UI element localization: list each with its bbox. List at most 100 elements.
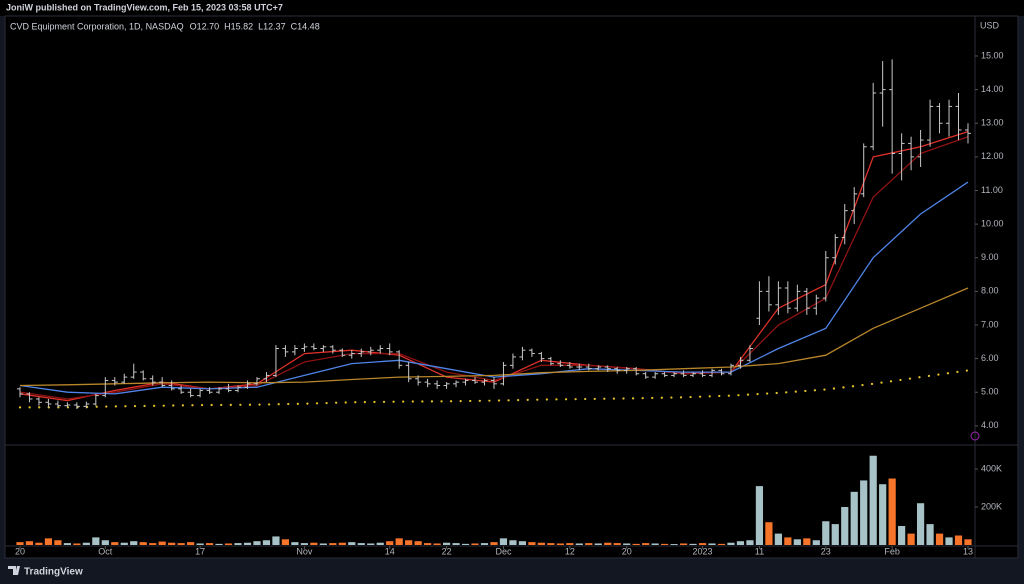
volume-bar (916, 503, 925, 545)
volume-bar (329, 543, 337, 545)
volume-bar (300, 543, 308, 545)
volume-bar (727, 542, 735, 545)
x-tick-label: 20 (622, 546, 632, 556)
volume-bar (187, 542, 195, 545)
y-tick-label: 9.00 (981, 252, 999, 262)
x-tick-label: 20 (15, 546, 25, 556)
logo-icon (8, 566, 20, 575)
publisher-header: JoniW published on TradingView.com, Feb … (6, 2, 283, 12)
volume-bar (566, 543, 574, 545)
volume-bar (16, 542, 24, 545)
volume-bar (367, 543, 375, 545)
footer-logo: TradingView (8, 566, 83, 578)
volume-bar (537, 542, 545, 545)
volume-bar (689, 543, 697, 545)
volume-bar (395, 538, 403, 545)
volume-bar (35, 542, 43, 545)
volume-bar (424, 543, 432, 545)
volume-bar (376, 542, 384, 545)
volume-bar (954, 535, 963, 545)
volume-bar (471, 543, 479, 545)
volume-bar (149, 543, 157, 545)
y-tick-label: 15.00 (981, 50, 1004, 60)
volume-bar (784, 537, 792, 545)
y-tick-label: 10.00 (981, 218, 1004, 228)
volume-bar (717, 543, 726, 545)
volume-bar (556, 543, 564, 545)
volume-bar (879, 484, 887, 545)
volume-bar (518, 541, 527, 545)
volume-bar (63, 543, 71, 545)
x-tick-label: Oct (98, 546, 113, 556)
volume-bar (509, 540, 517, 545)
volume-bar (386, 541, 394, 545)
symbol-legend: CVD Equipment Corporation, 1D, NASDAQ (10, 21, 184, 31)
volume-bar (964, 539, 972, 545)
x-tick-label: 12 (565, 546, 575, 556)
volume-bar (594, 543, 602, 545)
volume-bar (613, 543, 621, 545)
volume-bar (698, 543, 707, 545)
x-tick-label: 2023 (693, 546, 713, 556)
volume-bar (357, 543, 365, 545)
volume-bar (414, 541, 422, 545)
legend-value: O12.70 (190, 21, 220, 31)
volume-bar (812, 540, 820, 545)
volume-bar (120, 542, 128, 545)
y-tick-label: 200K (981, 501, 1002, 511)
volume-bar (348, 542, 356, 545)
volume-bar (623, 543, 631, 545)
volume-bar (405, 540, 413, 545)
x-tick-label: 13 (963, 546, 973, 556)
volume-bar (433, 543, 441, 545)
volume-bar (860, 480, 868, 545)
volume-bar (73, 543, 81, 545)
y-tick-label: 12.00 (981, 151, 1004, 161)
volume-bar (528, 542, 536, 545)
volume-bar (803, 538, 811, 545)
volume-bar (319, 543, 327, 545)
volume-bar (755, 486, 764, 545)
y-tick-label: 400K (981, 463, 1002, 473)
volume-bar (196, 543, 204, 545)
volume-bar (480, 543, 489, 545)
y-tick-label: 4.00 (981, 420, 999, 430)
volume-bar (490, 542, 498, 545)
volume-bar (44, 538, 53, 545)
volume-bar (642, 543, 650, 545)
y-tick-label: 11.00 (981, 185, 1003, 195)
top-bar (0, 0, 1024, 16)
y-tick-label: 5.00 (981, 387, 999, 397)
volume-bar (765, 522, 773, 545)
y-tick-label: 8.00 (981, 286, 999, 296)
volume-bar (92, 537, 100, 545)
volume-bar (547, 543, 555, 545)
footer-brand: TradingView (24, 567, 83, 578)
volume-bar (907, 533, 915, 545)
chart-area (4, 15, 1019, 559)
x-tick-label: 11 (755, 546, 764, 556)
x-tick-label: 22 (442, 546, 452, 556)
x-tick-label: Feb (884, 546, 900, 556)
volume-bar (338, 542, 346, 545)
moving-average-line (19, 287, 969, 387)
volume-bar (101, 540, 109, 545)
volume-bar (158, 541, 166, 545)
y-tick-label: 13.00 (981, 118, 1004, 128)
volume-bar (310, 542, 318, 545)
volume-bar (793, 539, 801, 545)
volume-bar (850, 491, 858, 545)
y-tick-label: 6.00 (981, 353, 999, 363)
x-tick-label: 17 (195, 546, 205, 556)
y-tick-label: 7.00 (981, 319, 999, 329)
volume-bar (651, 543, 659, 545)
volume-bar (632, 543, 640, 545)
volume-bar (224, 543, 233, 545)
volume-bar (604, 542, 612, 545)
volume-bar (736, 541, 745, 545)
volume-bar (177, 543, 185, 545)
volume-bar (461, 543, 470, 545)
volume-bar (661, 543, 669, 545)
legend-value: H15.82 (224, 21, 253, 31)
